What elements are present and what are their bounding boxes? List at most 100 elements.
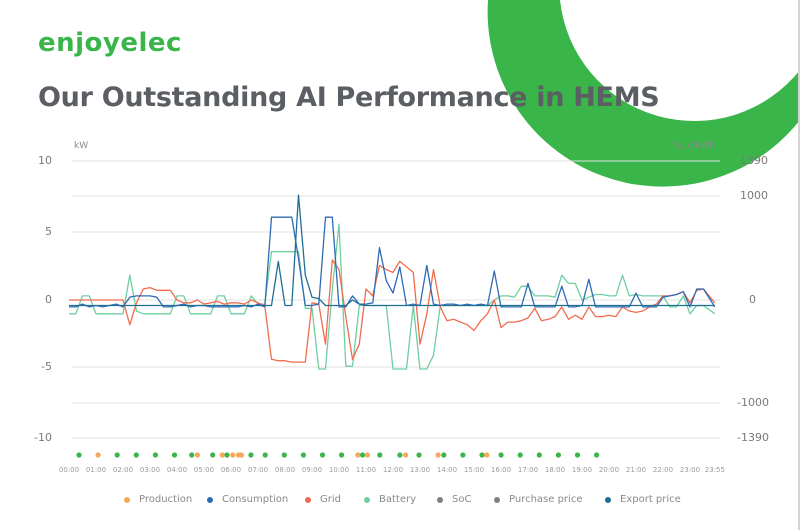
event-marker-dot [355, 452, 361, 458]
legend-dot-icon [437, 496, 443, 503]
x-tick-label: 13:00 [409, 466, 431, 474]
event-marker-dot [517, 452, 523, 458]
event-marker-dot [397, 452, 403, 458]
right-tick-1000: 1000 [740, 189, 768, 202]
left-tick-10: 10 [38, 154, 52, 167]
event-marker-dot [460, 452, 466, 458]
legend-dot-icon [124, 496, 130, 503]
enjoyelec-logo: enjoyelec [38, 28, 182, 58]
left-tick-5: 5 [45, 225, 52, 238]
x-tick-label: 08:00 [274, 466, 296, 474]
x-tick-label: 05:00 [193, 466, 215, 474]
legend-dot-icon [605, 496, 611, 503]
event-marker-dot [364, 452, 370, 458]
legend-dot-icon [364, 496, 370, 503]
x-tick-label: 18:00 [544, 466, 566, 474]
x-tick-label: 23:00 [679, 466, 701, 474]
left-tick-0: 0 [45, 293, 52, 306]
legend-item-purchase-price[interactable]: Purchase price [494, 494, 582, 505]
event-marker-dot [171, 452, 178, 458]
x-tick-label: 21:00 [625, 466, 647, 474]
event-marker-dot [441, 452, 447, 458]
legend-dot-icon [494, 496, 500, 503]
event-marker-dot [224, 452, 230, 458]
series-line-battery [69, 223, 716, 370]
x-tick-label: 04:00 [166, 466, 188, 474]
series-line-consumption [69, 216, 716, 308]
x-tick-label: 23:55 [704, 466, 725, 474]
x-tick-label: 16:00 [490, 466, 512, 474]
chart-gridlines [72, 160, 720, 439]
event-marker-dot [210, 452, 216, 458]
event-marker-dot [248, 452, 254, 458]
series-line-grid [69, 259, 716, 363]
legend-item-grid[interactable]: Grid [305, 494, 341, 505]
legend-item-export-price[interactable]: Export price [605, 494, 681, 505]
chart-series-lines [69, 194, 716, 370]
x-tick-label: 19:00 [571, 466, 593, 474]
event-marker-dot [194, 452, 200, 458]
x-tick-label: 20:00 [598, 466, 620, 474]
event-marker-dot [339, 452, 345, 458]
x-tick-label: 14:00 [436, 466, 458, 474]
event-marker-dot [238, 452, 244, 458]
legend-item-battery[interactable]: Battery [364, 494, 416, 505]
event-marker-dot [536, 452, 542, 458]
x-tick-label: 03:00 [139, 466, 161, 474]
event-marker-dot [574, 452, 581, 458]
x-tick-label: 12:00 [382, 466, 404, 474]
event-marker-dot [498, 452, 504, 458]
event-marker-dot [189, 452, 195, 458]
x-tick-label: 06:00 [220, 466, 242, 474]
left-tick-minus5: -5 [41, 360, 52, 373]
event-marker-dot [219, 452, 225, 458]
event-marker-dot [555, 452, 562, 458]
left-axis-unit: kW [74, 141, 89, 151]
x-tick-label: 07:00 [247, 466, 269, 474]
x-tick-label: 11:00 [355, 466, 377, 474]
event-marker-dot [479, 452, 485, 458]
event-marker-dot [319, 452, 326, 458]
chart-event-markers [76, 452, 600, 458]
event-marker-dot [484, 452, 490, 458]
event-marker-dot [114, 452, 120, 458]
event-marker-dot [300, 452, 306, 458]
legend-item-production[interactable]: Production [124, 494, 192, 505]
left-tick-minus10: -10 [34, 431, 52, 444]
event-marker-dot [133, 452, 139, 458]
right-tick-0: 0 [749, 293, 756, 306]
series-line-export-price [69, 194, 715, 307]
event-marker-dot [403, 452, 409, 458]
legend-item-soc[interactable]: SoC [437, 494, 471, 505]
event-marker-dot [416, 452, 422, 458]
event-marker-dot [594, 452, 600, 458]
x-tick-label: 01:00 [85, 466, 107, 474]
event-marker-dot [152, 452, 158, 458]
x-tick-label: 15:00 [463, 466, 485, 474]
right-axis-unit: %, c/kWh [673, 141, 716, 151]
legend-dot-icon [207, 496, 213, 503]
event-marker-dot [95, 452, 101, 458]
x-tick-label: 02:00 [112, 466, 134, 474]
legend-dot-icon [305, 496, 311, 503]
event-marker-dot [262, 452, 268, 458]
event-marker-dot [360, 452, 366, 458]
event-marker-dot [435, 452, 441, 458]
x-tick-label: 00:00 [58, 466, 80, 474]
x-tick-label: 09:00 [301, 466, 323, 474]
x-tick-label: 22:00 [652, 466, 674, 474]
page-edge-divider [798, 0, 800, 530]
event-marker-dot [281, 452, 287, 458]
right-tick-minus1000: -1000 [737, 396, 769, 409]
right-tick-minus1390: -1390 [737, 431, 769, 444]
page-title: Our Outstanding AI Performance in HEMS [38, 82, 660, 113]
x-tick-label: 17:00 [517, 466, 539, 474]
event-marker-dot [230, 452, 236, 458]
event-marker-dot [76, 452, 82, 458]
legend-item-consumption[interactable]: Consumption [207, 494, 288, 505]
event-marker-dot [377, 452, 383, 458]
chart-legend: Production Consumption Grid Battery SoC … [0, 494, 800, 510]
right-tick-1390: 1390 [740, 154, 768, 167]
x-tick-label: 10:00 [328, 466, 350, 474]
